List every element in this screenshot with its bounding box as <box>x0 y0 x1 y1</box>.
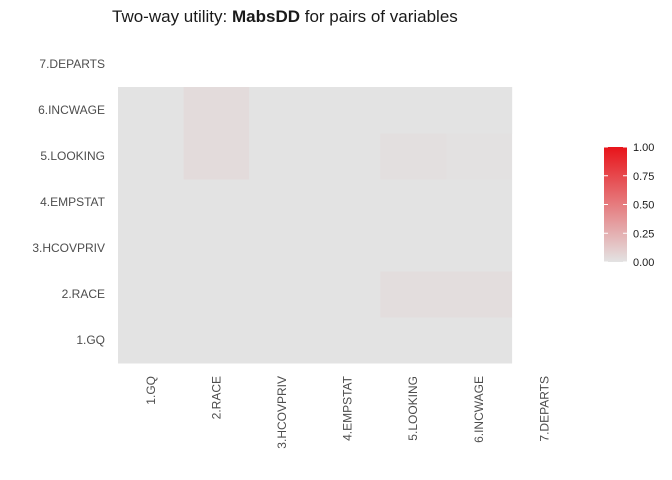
x-tick-label: 3.HCOVPRIV <box>275 376 289 449</box>
y-tick-label: 3.HCOVPRIV <box>32 241 105 255</box>
heatmap-cell-lower-1.GQ-1.GQ <box>118 317 185 364</box>
y-tick-label: 2.RACE <box>62 287 105 301</box>
heatmap-cell-lower-2.RACE-5.LOOKING <box>183 133 250 180</box>
y-tick-label: 1.GQ <box>76 333 105 347</box>
legend-tick-label: 1.00 <box>633 142 654 154</box>
heatmap-cell-upper-4.EMPSTAT-1.GQ <box>314 317 381 364</box>
heatmap-cell-lower-1.GQ-6.INCWAGE <box>118 87 185 134</box>
heatmap-cell-lower-3.HCOVPRIV-4.EMPSTAT <box>249 179 316 226</box>
heatmap-cell-lower-4.EMPSTAT-6.INCWAGE <box>314 87 381 134</box>
heatmap-cell-upper-6.INCWAGE-4.EMPSTAT <box>446 179 513 226</box>
heatmap-cell-lower-6.INCWAGE-6.INCWAGE <box>446 87 513 134</box>
heatmap-cell-upper-3.HCOVPRIV-2.RACE <box>249 271 316 318</box>
heatmap-cell-lower-1.GQ-4.EMPSTAT <box>118 179 185 226</box>
x-tick-label: 2.RACE <box>209 376 223 419</box>
x-tick-label: 1.GQ <box>144 376 158 405</box>
heatmap-cell-lower-3.HCOVPRIV-3.HCOVPRIV <box>249 225 316 272</box>
heatmap-cell-lower-1.GQ-3.HCOVPRIV <box>118 225 185 272</box>
legend-colorbar <box>604 147 627 262</box>
x-axis-ticks: 1.GQ 2.RACE 3.HCOVPRIV 4.EMPSTAT 5.LOOKING 6.… <box>144 375 552 448</box>
heatmap-cell-upper-5.LOOKING-2.RACE <box>380 271 447 318</box>
heatmap-cell-upper-4.EMPSTAT-3.HCOVPRIV <box>314 225 381 272</box>
chart-title-prefix: Two-way utility: <box>112 7 232 26</box>
y-axis-ticks: 1.GQ 2.RACE 3.HCOVPRIV 4.EMPSTAT 5.LOOKING 6.… <box>32 57 105 347</box>
y-tick-label: 6.INCWAGE <box>38 103 105 117</box>
color-legend: 1.00 0.75 0.50 0.25 0.00 <box>604 142 654 269</box>
heatmap-cell-lower-1.GQ-5.LOOKING <box>118 133 185 180</box>
y-tick-label: 7.DEPARTS <box>39 57 105 71</box>
heatmap-cell-lower-4.EMPSTAT-4.EMPSTAT <box>314 179 381 226</box>
heatmap-cell-lower-3.HCOVPRIV-5.LOOKING <box>249 133 316 180</box>
heatmap-cell-lower-2.RACE-2.RACE <box>183 271 250 318</box>
legend-tick-label: 0.50 <box>633 200 654 212</box>
heatmap-cell-lower-2.RACE-4.EMPSTAT <box>183 179 250 226</box>
heatmap-cell-upper-4.EMPSTAT-2.RACE <box>314 271 381 318</box>
heatmap-cell-upper-3.HCOVPRIV-1.GQ <box>249 317 316 364</box>
chart-title-suffix: for pairs of variables <box>300 7 458 26</box>
x-tick-label: 6.INCWAGE <box>472 376 486 443</box>
legend-tick-label: 0.75 <box>633 171 654 183</box>
heatmap-cell-lower-2.RACE-6.INCWAGE <box>183 87 250 134</box>
legend-tick-label: 0.25 <box>633 228 654 240</box>
chart-title: Two-way utility: MabsDD for pairs of var… <box>112 7 458 26</box>
heatmap-cell-lower-3.HCOVPRIV-6.INCWAGE <box>249 87 316 134</box>
heatmap-cell-upper-6.INCWAGE-3.HCOVPRIV <box>446 225 513 272</box>
heatmap-cell-lower-4.EMPSTAT-5.LOOKING <box>314 133 381 180</box>
heatmap-cell-lower-5.LOOKING-6.INCWAGE <box>380 87 447 134</box>
heatmap-cell-lower-2.RACE-3.HCOVPRIV <box>183 225 250 272</box>
heatmap-cell-upper-2.RACE-1.GQ <box>183 317 250 364</box>
chart-title-bold: MabsDD <box>232 7 300 26</box>
heatmap-cell-lower-1.GQ-2.RACE <box>118 271 185 318</box>
heatmap-cells <box>118 87 513 364</box>
x-tick-label: 4.EMPSTAT <box>341 375 355 441</box>
heatmap-cell-upper-5.LOOKING-3.HCOVPRIV <box>380 225 447 272</box>
heatmap-cell-upper-5.LOOKING-1.GQ <box>380 317 447 364</box>
y-tick-label: 4.EMPSTAT <box>40 195 106 209</box>
heatmap-cell-upper-6.INCWAGE-2.RACE <box>446 271 513 318</box>
legend-tick-label: 0.00 <box>633 257 654 269</box>
x-tick-label: 5.LOOKING <box>406 376 420 441</box>
heatmap-cell-upper-5.LOOKING-4.EMPSTAT <box>380 179 447 226</box>
heatmap-cell-upper-6.INCWAGE-1.GQ <box>446 317 513 364</box>
y-tick-label: 5.LOOKING <box>40 149 105 163</box>
heatmap-cell-upper-6.INCWAGE-5.LOOKING <box>446 133 513 180</box>
x-tick-label: 7.DEPARTS <box>537 376 551 442</box>
heatmap-cell-lower-5.LOOKING-5.LOOKING <box>380 133 447 180</box>
